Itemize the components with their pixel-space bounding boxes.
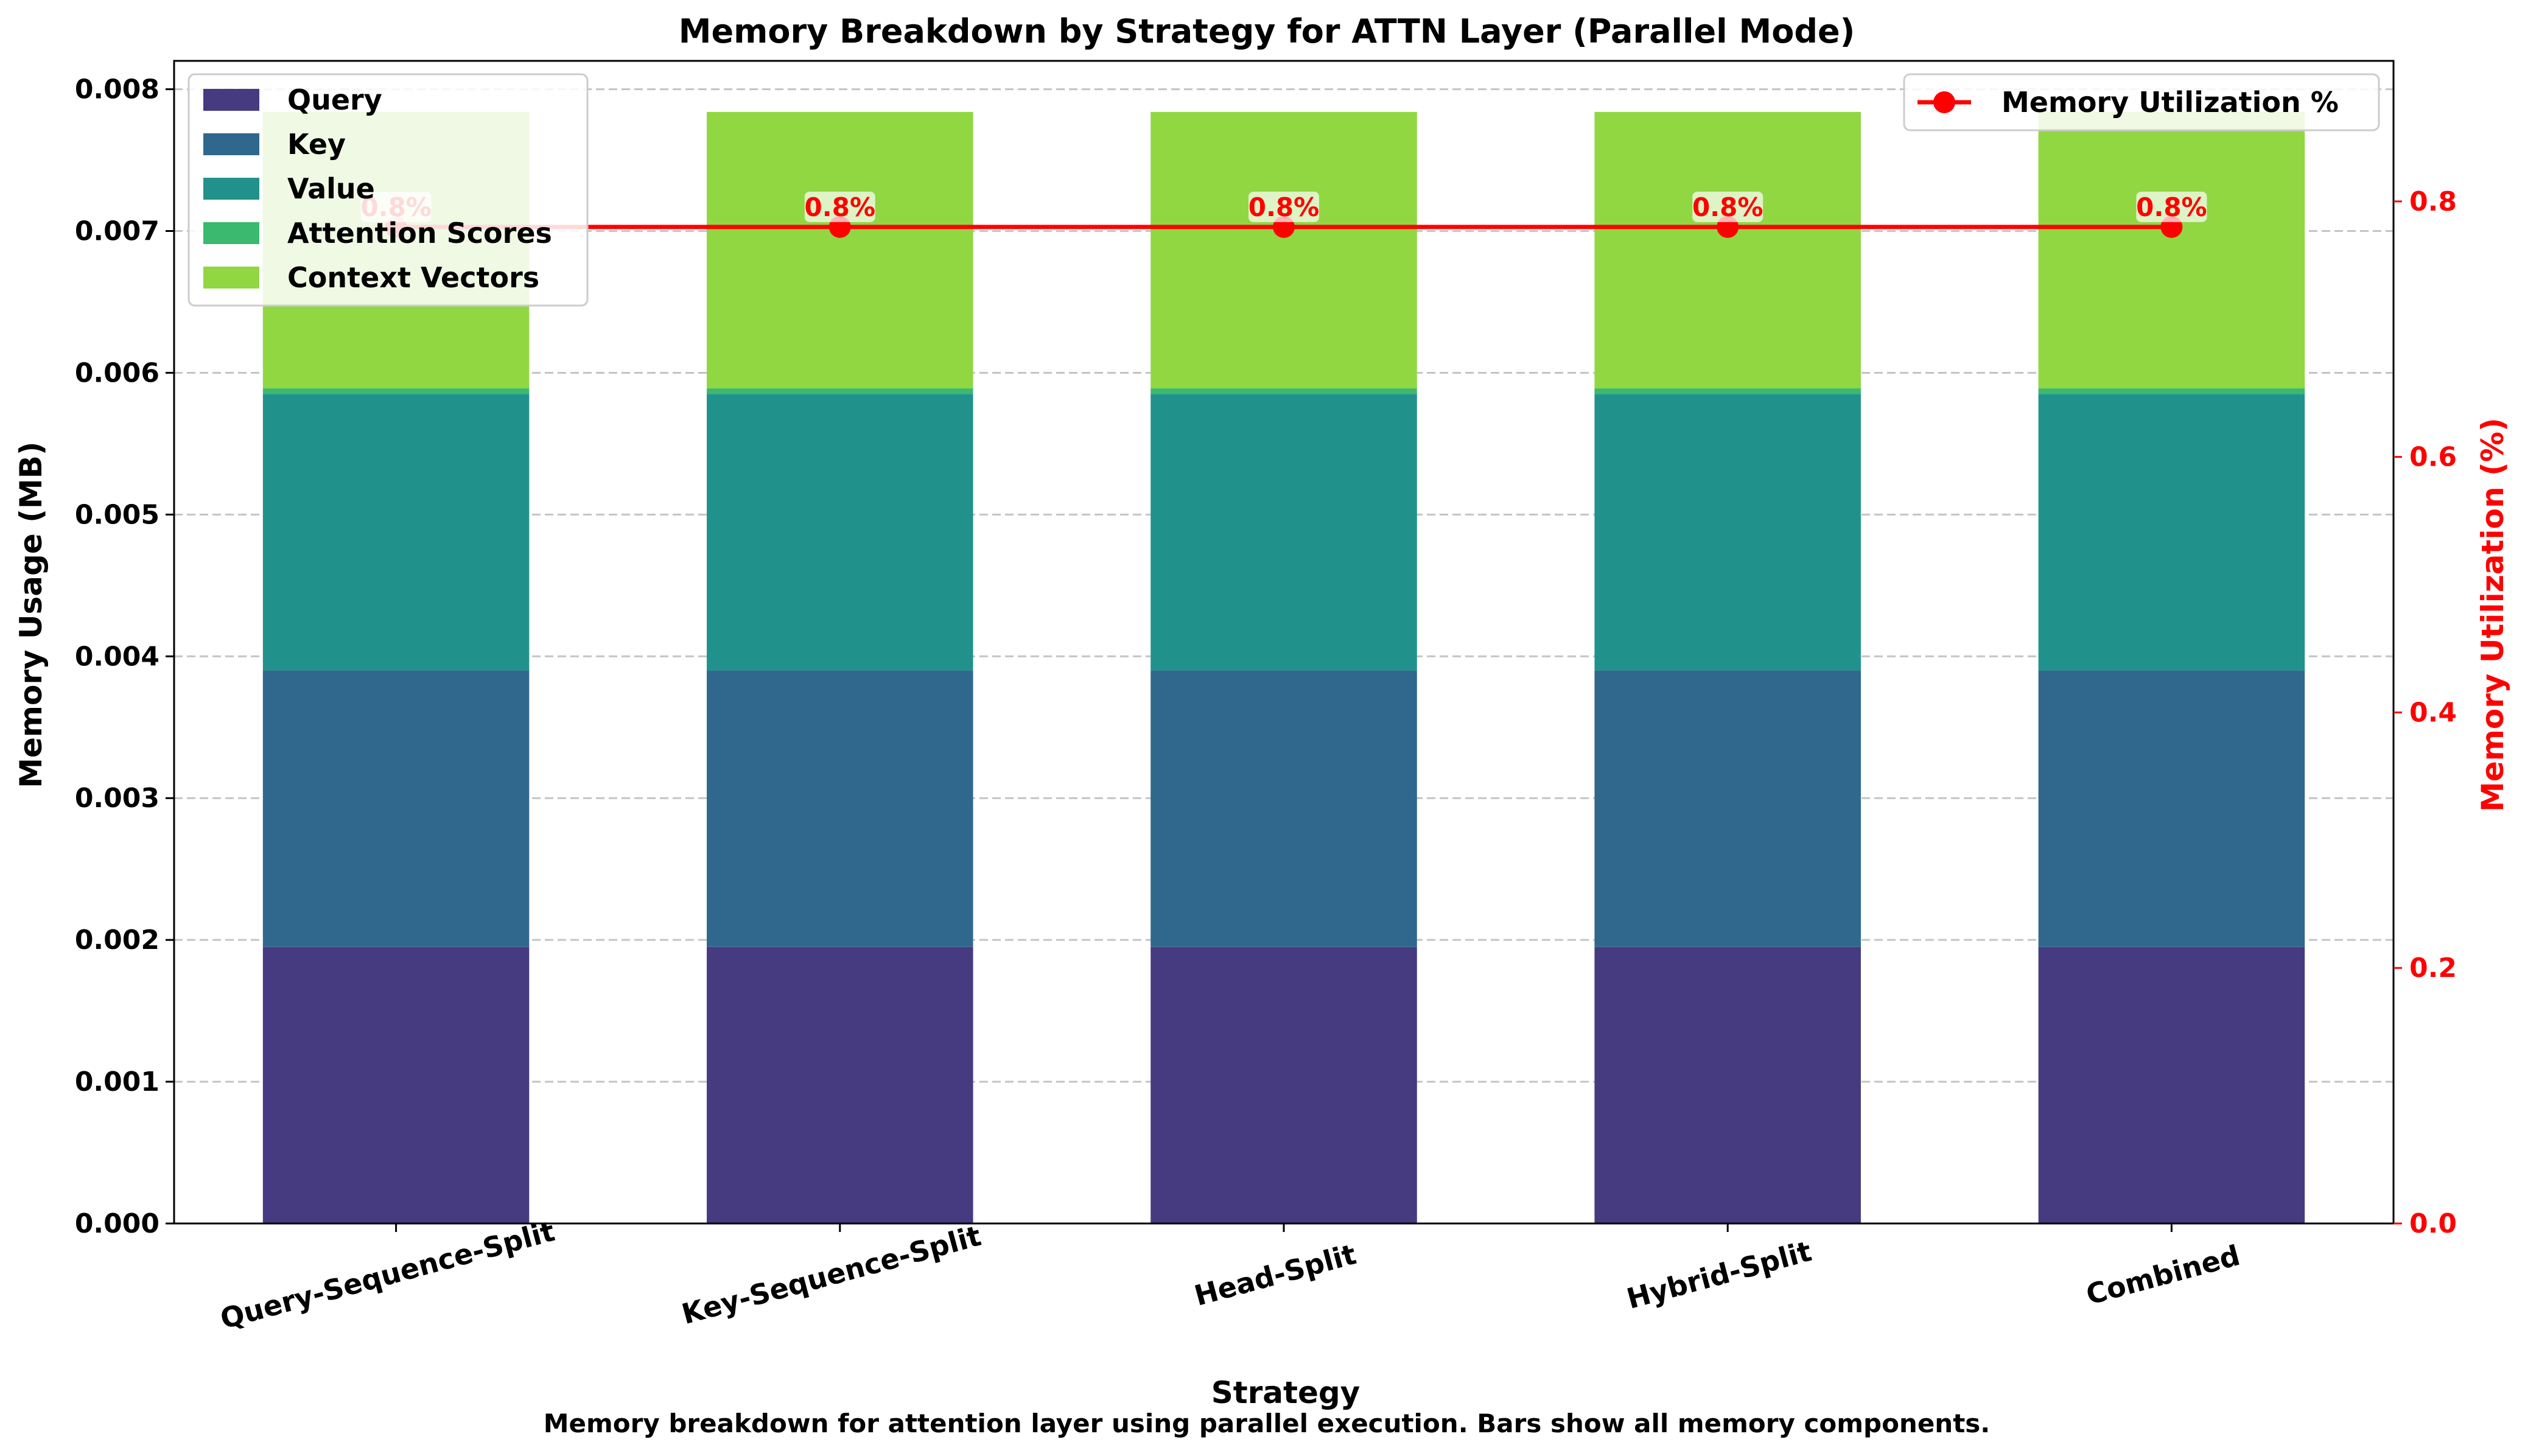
legend-label: Context Vectors bbox=[287, 261, 539, 294]
bar-segment bbox=[1594, 670, 1861, 947]
legend2-frame bbox=[1903, 73, 2380, 131]
bar-segment bbox=[1150, 947, 1417, 1223]
bar-segment bbox=[2038, 394, 2305, 671]
figure-caption: Memory breakdown for attention layer usi… bbox=[544, 1409, 1991, 1438]
y2-tick-label: 0.4 bbox=[2409, 697, 2457, 728]
y-tick-label: 0.006 bbox=[75, 357, 159, 388]
legend-label: Key bbox=[287, 128, 346, 161]
legend-utilization: Memory Utilization % bbox=[1903, 73, 2380, 131]
utilization-label: 0.8% bbox=[1692, 192, 1763, 222]
legend2-label: Memory Utilization % bbox=[2001, 86, 2339, 119]
bar-segment bbox=[1594, 111, 1861, 389]
utilization-label: 0.8% bbox=[1248, 192, 1319, 222]
y2-tick-label: 0.2 bbox=[2409, 953, 2457, 984]
y-tick-label: 0.002 bbox=[75, 925, 159, 956]
bar-segment bbox=[1150, 670, 1417, 947]
legend-swatch bbox=[203, 222, 259, 244]
y-tick-label: 0.001 bbox=[75, 1066, 159, 1097]
bar-segment bbox=[2038, 670, 2305, 947]
utilization-label-box bbox=[1248, 191, 1319, 222]
bar-segment bbox=[707, 394, 973, 671]
utilization-label: 0.8% bbox=[805, 192, 875, 222]
y-axis-label: Memory Usage (MB) bbox=[13, 441, 49, 788]
legend-components: Query Key Value Attention Scores Context Vec… bbox=[187, 73, 589, 307]
legend-frame bbox=[187, 73, 589, 307]
bar-segment bbox=[1150, 111, 1417, 389]
legend-swatch bbox=[203, 267, 259, 289]
utilization-label: 0.8% bbox=[2136, 192, 2207, 222]
y2-tick-label: 0.8 bbox=[2409, 186, 2457, 217]
bar-segment bbox=[1594, 394, 1861, 671]
bar-segment bbox=[707, 947, 973, 1223]
y-tick-label: 0.003 bbox=[75, 783, 159, 814]
utilization-label-box bbox=[2136, 191, 2207, 222]
y-tick-label: 0.004 bbox=[75, 641, 159, 672]
bar-segment bbox=[262, 947, 530, 1223]
utilization-label-box bbox=[804, 191, 875, 222]
bar-segment bbox=[1150, 394, 1417, 671]
y2-axis-label: Memory Utilization (%) bbox=[2475, 418, 2510, 812]
utilization-label-box bbox=[1692, 191, 1763, 222]
legend-label: Query bbox=[287, 83, 382, 116]
bar-segment bbox=[2038, 388, 2305, 394]
bar-segment bbox=[1594, 947, 1861, 1223]
legend-label: Value bbox=[287, 172, 375, 205]
legend-label: Attention Scores bbox=[287, 217, 552, 250]
bar-segment bbox=[1150, 388, 1417, 394]
chart-title: Memory Breakdown by Strategy for ATTN La… bbox=[679, 12, 1855, 51]
bar-segment bbox=[707, 111, 973, 389]
y-tick-label: 0.008 bbox=[75, 74, 159, 105]
legend-swatch bbox=[203, 133, 259, 155]
bar-segment bbox=[262, 670, 530, 947]
y-tick-label: 0.000 bbox=[75, 1208, 159, 1239]
legend-swatch bbox=[203, 178, 259, 200]
bar-segment bbox=[262, 394, 530, 671]
bar-segment bbox=[2038, 111, 2305, 389]
bar-segment bbox=[707, 388, 973, 394]
legend2-marker bbox=[1933, 91, 1955, 113]
bar-segment bbox=[1594, 388, 1861, 394]
y-axis-ticks: 0.000 0.001 0.002 0.003 0.004 0.005 0.006 0.007… bbox=[75, 74, 174, 1239]
y-tick-label: 0.007 bbox=[75, 216, 159, 247]
y2-tick-label: 0.0 bbox=[2409, 1208, 2457, 1239]
y-tick-label: 0.005 bbox=[75, 499, 159, 530]
y2-tick-label: 0.6 bbox=[2409, 442, 2457, 473]
x-axis-label: Strategy bbox=[1211, 1375, 1361, 1410]
bar-segment bbox=[2038, 947, 2305, 1223]
legend-swatch bbox=[203, 89, 259, 111]
bar-segment bbox=[262, 388, 530, 394]
y2-axis-ticks: 0.0 0.2 0.4 0.6 0.8 bbox=[2394, 186, 2457, 1239]
bar-segment bbox=[707, 670, 973, 947]
